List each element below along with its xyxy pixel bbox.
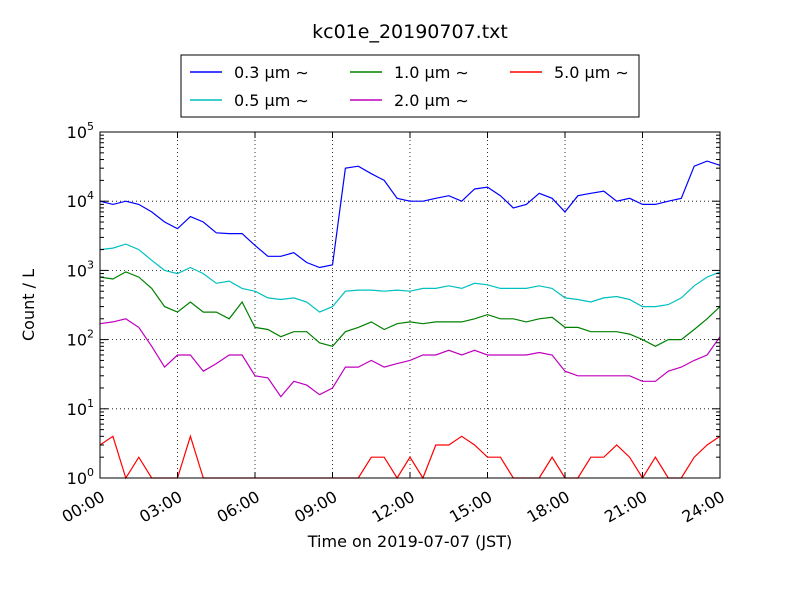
x-tick-label: 09:00 — [291, 487, 340, 527]
y-tick-label: 103 — [67, 258, 94, 280]
x-tick-label: 24:00 — [679, 487, 728, 527]
series-line-4 — [99, 434, 721, 480]
y-tick-label: 104 — [67, 189, 94, 211]
series-line-2 — [99, 271, 721, 347]
x-axis-label: Time on 2019-07-07 (JST) — [307, 532, 512, 551]
x-tick-label: 15:00 — [446, 487, 495, 527]
series-line-0 — [99, 160, 721, 269]
y-tick-label: 102 — [67, 328, 94, 350]
series-line-3 — [99, 318, 721, 398]
x-tick-label: 06:00 — [214, 487, 263, 527]
y-tick-labels: 100 101 102 103 104 105 — [67, 120, 94, 488]
grid — [100, 132, 720, 478]
ticks — [99, 131, 721, 479]
legend: 0.3 μm ∼ 0.5 μm ∼ 1.0 μm ∼ 2.0 μm ∼ 5.0 μm ∼ — [180, 54, 640, 118]
x-tick-label: 00:00 — [59, 487, 108, 527]
chart-title: kc01e_20190707.txt — [312, 21, 508, 43]
x-tick-label: 12:00 — [369, 487, 418, 527]
x-tick-label: 18:00 — [524, 487, 573, 527]
series-line-1 — [99, 243, 721, 313]
legend-label-0: 0.3 μm ∼ — [234, 63, 309, 82]
x-tick-label: 03:00 — [136, 487, 185, 527]
x-tick-label: 21:00 — [601, 487, 650, 527]
x-tick-labels: 00:00 03:00 06:00 09:00 12:00 15:00 18:00 21:00… — [59, 487, 728, 527]
legend-box — [180, 54, 640, 118]
legend-label-3: 2.0 μm ∼ — [394, 91, 469, 110]
legend-label-4: 5.0 μm ∼ — [554, 63, 629, 82]
y-axis-label: Count / L — [19, 269, 38, 341]
y-tick-label: 105 — [67, 120, 94, 142]
y-tick-label: 100 — [67, 466, 94, 488]
y-tick-label: 101 — [67, 397, 94, 419]
legend-label-2: 1.0 μm ∼ — [394, 63, 469, 82]
legend-label-1: 0.5 μm ∼ — [234, 91, 309, 110]
